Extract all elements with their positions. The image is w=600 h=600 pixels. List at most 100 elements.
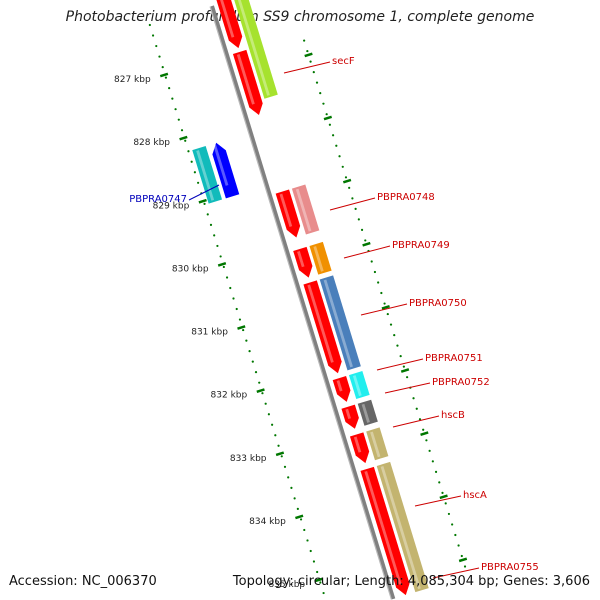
- cds-forward-arrow-gloss: [236, 54, 255, 105]
- scale-dot-left: [290, 486, 293, 489]
- feature-bar-shape: [357, 399, 378, 426]
- scale-dot-left: [177, 118, 180, 121]
- genome-summary-label: Topology: circular; Length: 4,085,304 bp…: [232, 574, 590, 589]
- scale-dot-right: [457, 544, 460, 547]
- gene-label-leader: [283, 61, 331, 74]
- scale-dot-right: [406, 376, 409, 379]
- scale-dot-left: [312, 560, 316, 563]
- scale-dot-left: [299, 518, 303, 521]
- scale-dot-left: [171, 97, 174, 100]
- scale-dot-left: [193, 171, 196, 174]
- scale-dot-left: [309, 549, 312, 553]
- scale-dot-right: [434, 470, 438, 473]
- scale-dot-right: [364, 239, 367, 242]
- scale-tick-right: [342, 178, 352, 184]
- scale-dot-left: [248, 350, 251, 353]
- cds-forward-arrow: [341, 404, 359, 429]
- feature-bar-shape: [348, 371, 370, 400]
- feature-reverse-bar-gloss: [196, 150, 215, 201]
- scale-tick-right: [400, 368, 410, 373]
- scale-dot-left: [229, 286, 232, 290]
- gene-label-leader: [188, 184, 220, 201]
- scale-dot-left: [209, 223, 213, 226]
- feature-bar-gloss: [370, 431, 381, 458]
- scale-dot-right: [319, 92, 322, 95]
- scale-dot-left: [303, 528, 306, 532]
- cds-forward-arrow: [349, 432, 370, 464]
- gene-label: PBPRA0751: [425, 353, 483, 364]
- feature-bar: [228, 0, 278, 99]
- scale-dot-right: [396, 344, 399, 347]
- scale-dot-left: [280, 455, 283, 458]
- scale-dot-left: [277, 444, 280, 447]
- scale-dot-left: [190, 160, 193, 163]
- gene-label-leader: [414, 495, 462, 507]
- scale-dot-right: [418, 418, 422, 421]
- gene-label-leader: [329, 197, 376, 211]
- scale-dot-right: [303, 39, 306, 42]
- scale-tick-label: 827 kbp: [114, 75, 151, 85]
- map-title: Photobacterium profundum SS9 chromosome …: [65, 9, 535, 25]
- cds-forward-arrow: [360, 466, 410, 596]
- scale-dot-right: [357, 218, 360, 221]
- scale-dot-left: [322, 591, 325, 595]
- feature-bar-gloss: [361, 403, 370, 423]
- scale-tick-major: [217, 262, 227, 267]
- gene-label: PBPRA0752: [432, 377, 490, 388]
- scale-dot-right: [444, 502, 447, 505]
- feature-bar-gloss: [380, 466, 421, 590]
- scale-dot-right: [383, 302, 386, 305]
- scale-dot-left: [180, 129, 184, 132]
- scale-dot-left: [216, 244, 219, 248]
- scale-dot-right: [370, 260, 373, 263]
- scale-dot-left: [197, 181, 200, 184]
- gene-label-leader: [360, 303, 408, 316]
- cds-forward-arrow: [332, 375, 351, 402]
- scale-dot-right: [328, 123, 331, 126]
- gene-label-leader: [343, 245, 391, 259]
- scale-dot-right: [428, 449, 431, 452]
- scale-dot-right: [335, 144, 338, 147]
- scale-tick-label: 829 kbp: [153, 201, 190, 211]
- feature-bar-gloss: [323, 279, 353, 368]
- gene-label: PBPRA0750: [409, 298, 467, 309]
- scale-dot-right: [341, 165, 344, 168]
- cds-forward-arrow-gloss: [297, 251, 305, 268]
- gene-label: PBPRA0755: [481, 562, 539, 573]
- scale-dot-left: [235, 307, 238, 311]
- scale-tick-label: 835 kbp: [268, 580, 305, 590]
- scale-dot-left: [238, 318, 242, 321]
- accession-label: Accession: NC_006370: [9, 574, 157, 589]
- cds-forward-arrow-shape: [341, 404, 359, 429]
- scale-dot-right: [393, 334, 396, 337]
- scale-dot-left: [155, 44, 158, 48]
- feature-bar: [366, 427, 389, 461]
- cds-forward-arrow-shape: [303, 280, 342, 374]
- scale-tick-label: 830 kbp: [172, 264, 209, 274]
- feature-bar-shape: [291, 184, 320, 235]
- scale-dot-left: [251, 360, 254, 363]
- cds-forward-arrow-shape: [211, 0, 243, 49]
- scale-tick-label: 833 kbp: [230, 454, 267, 464]
- scale-dot-right: [351, 197, 354, 200]
- gene-label: hscA: [463, 490, 487, 501]
- scale-dot-left: [187, 150, 190, 153]
- scale-dot-left: [161, 65, 164, 69]
- scale-dot-right: [322, 102, 325, 105]
- scale-dot-left: [245, 339, 248, 342]
- scale-tick-right: [304, 52, 313, 58]
- scale-dot-right: [415, 407, 418, 410]
- scale-tick-major: [314, 577, 323, 583]
- scale-dot-left: [287, 476, 290, 479]
- cds-forward-arrow-shape: [232, 49, 263, 116]
- feature-bar-gloss: [352, 375, 362, 397]
- scale-dot-left: [319, 581, 322, 584]
- scale-dot-right: [389, 323, 393, 326]
- gene-label-leader: [392, 415, 440, 428]
- scale-tick-label: 828 kbp: [133, 138, 170, 148]
- scale-dot-right: [344, 176, 348, 179]
- scale-dot-left: [264, 402, 267, 405]
- feature-bar-shape: [228, 0, 278, 99]
- cds-forward-arrow-gloss: [336, 380, 343, 392]
- scale-dot-right: [331, 134, 335, 137]
